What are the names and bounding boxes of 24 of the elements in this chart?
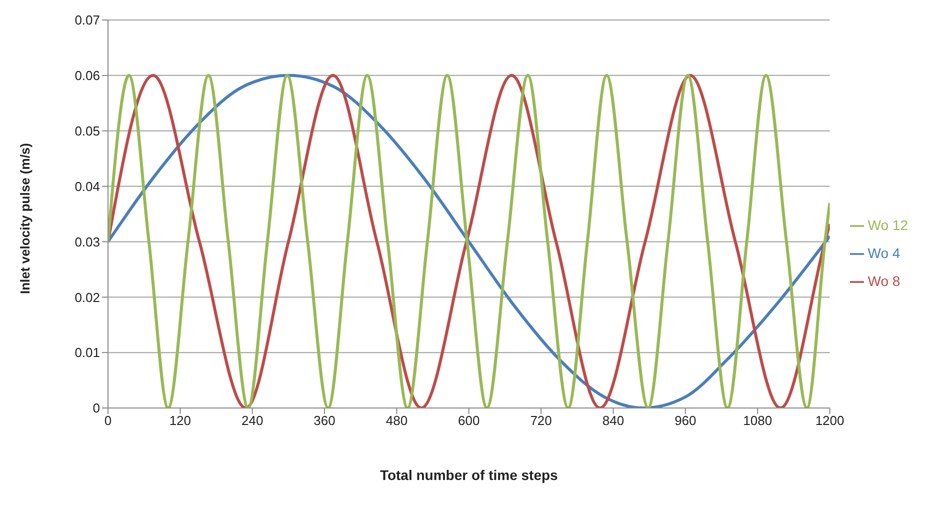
y-tick-label: 0 [92, 400, 100, 416]
y-tick-label: 0.06 [74, 68, 100, 84]
x-tick-label: 840 [602, 413, 624, 428]
x-tick-label: 1080 [743, 413, 772, 428]
x-tick-label: 1200 [815, 413, 844, 428]
x-tick-label: 720 [530, 413, 552, 428]
x-tick-label: 360 [314, 413, 336, 428]
x-axis-title: Total number of time steps [380, 467, 558, 483]
legend-label: Wo 12 [868, 217, 908, 233]
y-tick-label: 0.03 [74, 234, 100, 250]
legend-label: Wo 4 [868, 245, 900, 261]
y-tick-label: 0.05 [74, 123, 100, 138]
x-tick-label: 480 [386, 413, 408, 428]
y-tick-label: 0.02 [74, 290, 100, 305]
y-tick-label: 0.04 [74, 178, 100, 194]
x-tick-label: 240 [242, 413, 264, 428]
y-tick-label: 0.07 [74, 12, 100, 28]
legend-label: Wo 8 [868, 273, 900, 289]
x-tick-label: 0 [104, 413, 112, 428]
y-tick-label: 0.01 [74, 345, 100, 360]
x-tick-label: 960 [674, 413, 696, 428]
x-tick-label: 120 [169, 413, 192, 428]
y-axis-title: Inlet velocity pulse (m/s) [18, 143, 33, 294]
x-tick-label: 600 [458, 413, 480, 428]
